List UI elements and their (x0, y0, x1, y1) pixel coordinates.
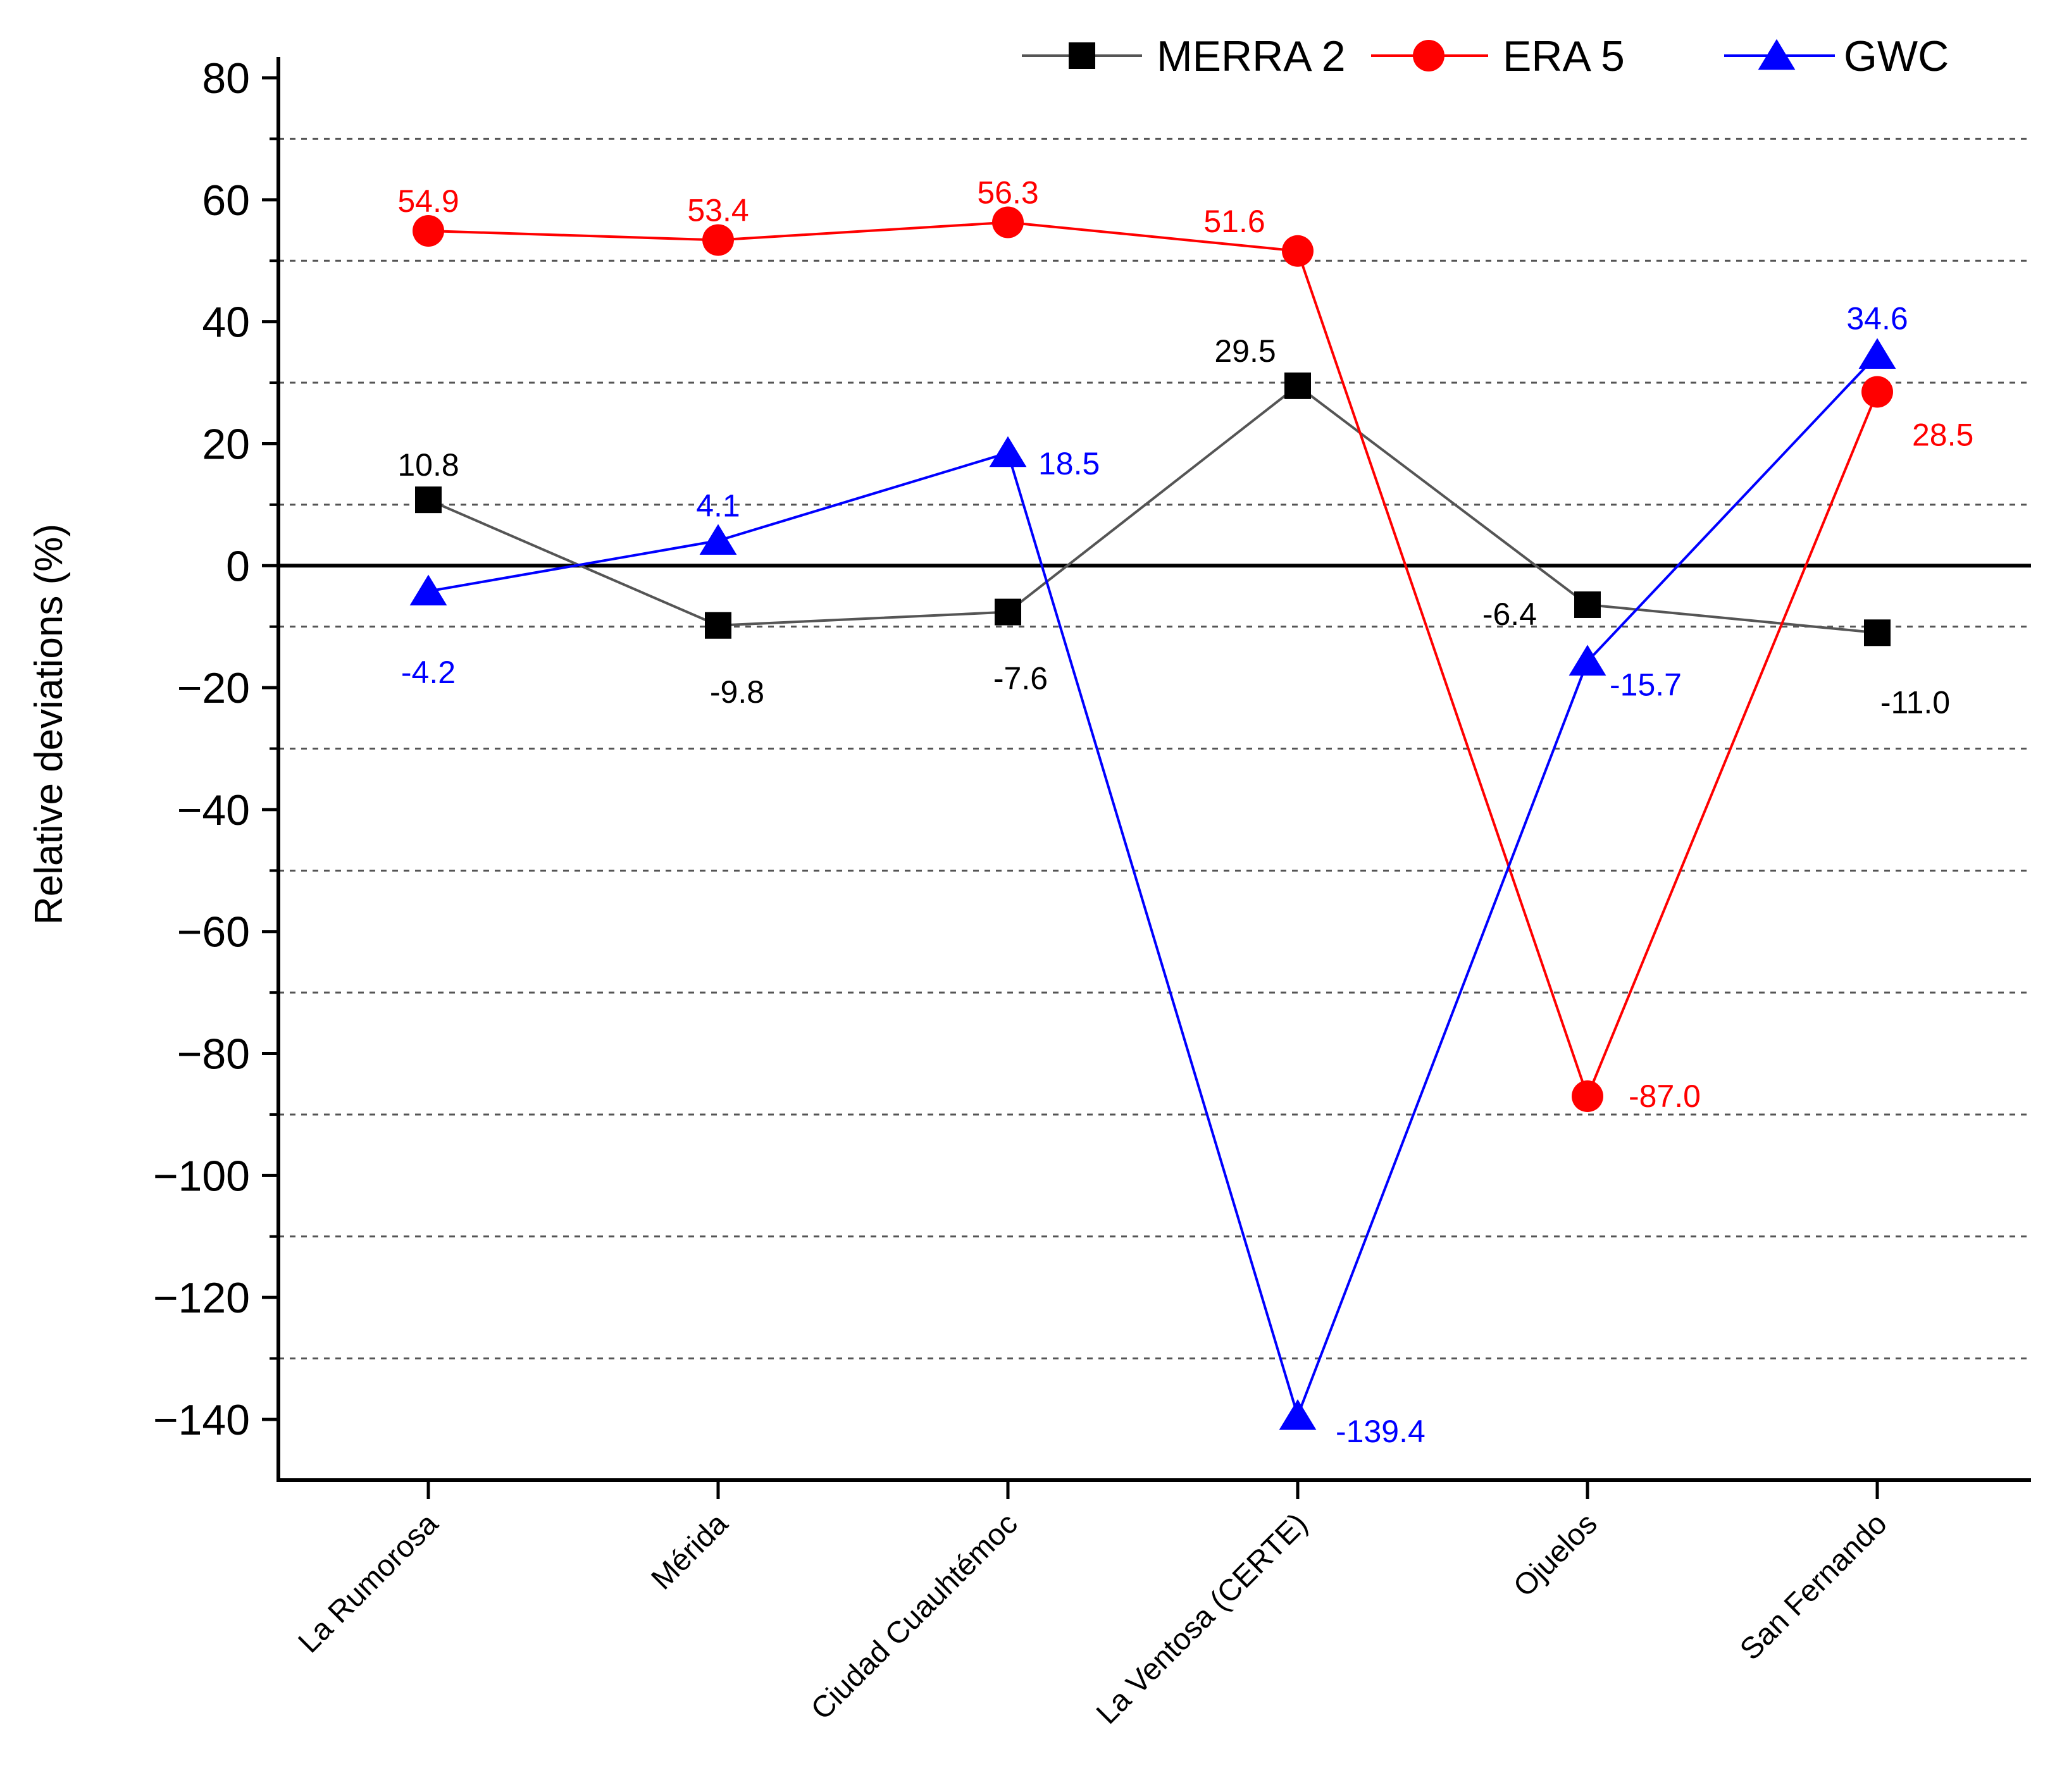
y-tick-label: 0 (226, 542, 250, 590)
gwc-data-label: 4.1 (696, 488, 740, 524)
y-tick-label: −40 (177, 786, 250, 834)
era-5-point (413, 214, 444, 247)
gwc-point (1279, 1399, 1317, 1430)
y-tick-label: −140 (153, 1396, 250, 1444)
merra-2-data-label: -9.8 (710, 674, 764, 710)
gwc-data-label: 18.5 (1038, 446, 1100, 481)
merra-2-point (705, 612, 731, 639)
gwc-line (428, 354, 1879, 1420)
gwc-point (1858, 338, 1896, 369)
era-5-data-label: 56.3 (977, 175, 1038, 210)
y-tick-label: −20 (177, 664, 250, 712)
merra-2-point (415, 486, 442, 514)
gwc-point (1569, 645, 1606, 676)
era-5-point (992, 206, 1024, 238)
merra-2-point (1284, 372, 1311, 399)
x-category-label: Ojuelos (1507, 1507, 1604, 1604)
y-tick-label: −60 (177, 908, 250, 956)
gwc-point (989, 436, 1027, 467)
merra-2-data-label: -11.0 (1880, 684, 1950, 720)
gwc-point (699, 524, 737, 555)
legend-marker-gwc (1758, 39, 1796, 70)
merra-2-line (428, 384, 1878, 634)
legend-label-merra-2: MERRA 2 (1157, 32, 1346, 80)
y-tick-label: 20 (202, 420, 250, 468)
series-markers (409, 206, 1896, 1430)
y-tick-label: 80 (202, 54, 250, 102)
legend-marker-merra-2 (1069, 42, 1095, 69)
y-tick-label: −120 (153, 1274, 250, 1322)
era-5-point (1861, 376, 1893, 408)
x-category-label: San Fernando (1734, 1507, 1894, 1667)
gridlines (278, 137, 2031, 1360)
merra-2-data-label: -6.4 (1482, 596, 1537, 632)
era-5-point (1282, 235, 1314, 267)
gwc-data-label: 34.6 (1846, 301, 1908, 337)
merra-2-data-label: -7.6 (993, 661, 1048, 696)
era-5-line (428, 221, 1879, 1100)
merra-2-data-label: 29.5 (1214, 333, 1276, 369)
data-labels: 10.8 -9.8 -7.6 29.5 -6.4 -11.0 54.9 53.4 56.3 51.… (397, 175, 1973, 1449)
merra-2-point (1574, 591, 1601, 618)
era-5-data-label: 54.9 (397, 183, 459, 219)
legend-label-gwc: GWC (1844, 32, 1949, 80)
x-category-label: La Rumorosa (292, 1507, 445, 1659)
era-5-data-label: 53.4 (687, 192, 749, 228)
gwc-data-label: -139.4 (1336, 1414, 1426, 1449)
gwc-data-label: -4.2 (401, 655, 456, 690)
merra-2-data-label: 10.8 (397, 447, 459, 483)
era-5-data-label: -87.0 (1629, 1078, 1701, 1114)
x-category-label: Mérida (645, 1507, 735, 1596)
era-5-point (702, 224, 734, 256)
y-tick-label: −80 (177, 1030, 250, 1078)
era-5-data-label: 28.5 (1912, 417, 1973, 453)
x-category-label: Ciudad Cuauhtémoc (805, 1507, 1024, 1726)
merra-2-point (995, 598, 1021, 626)
legend-label-era-5: ERA 5 (1503, 32, 1625, 80)
legend: MERRA 2 ERA 5 GWC (1022, 32, 1949, 80)
era-5-point (1572, 1080, 1603, 1113)
y-tick-label: 60 (202, 176, 250, 225)
era-5-data-label: 51.6 (1203, 204, 1265, 239)
legend-marker-era-5 (1413, 40, 1444, 71)
gwc-data-label: -15.7 (1610, 667, 1682, 703)
series-lines (428, 221, 1879, 1420)
axes: 80 60 40 20 0 −20 −40 −60 −80 −100 −120 −140 La Rumo… (153, 54, 2031, 1731)
merra-2-point (1864, 619, 1891, 646)
y-tick-label: 40 (202, 299, 250, 347)
y-tick-label: −100 (153, 1152, 250, 1200)
x-category-label: La Ventosa (CERTE) (1090, 1507, 1314, 1731)
gwc-point (409, 574, 447, 606)
y-axis-title: Relative deviations (%) (27, 524, 71, 925)
